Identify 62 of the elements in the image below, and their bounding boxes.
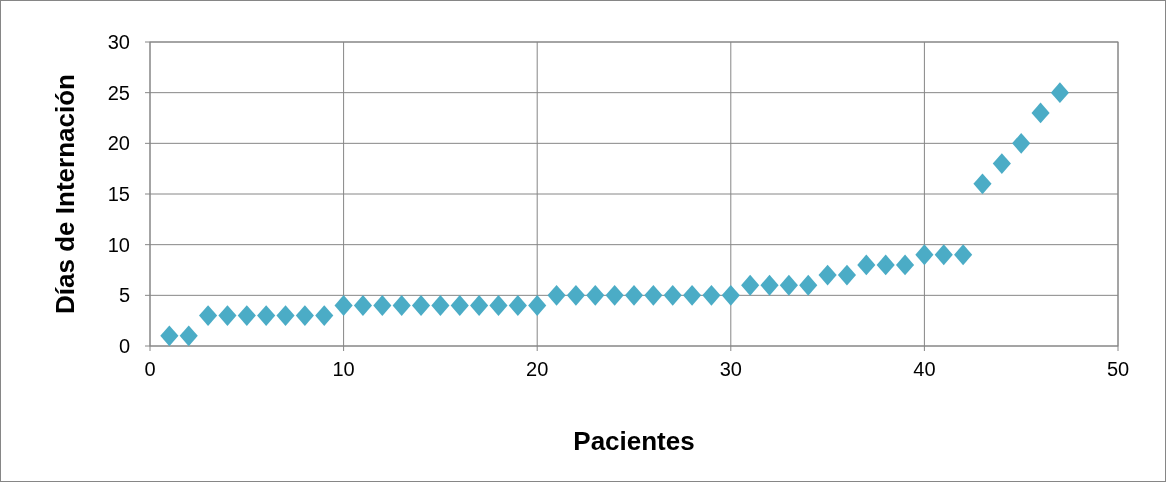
y-axis-title: Días de Internación [50,74,80,314]
point [373,295,392,316]
point [760,274,779,296]
point [683,284,702,306]
point [431,295,450,316]
point [954,244,973,266]
point [257,305,276,327]
y-tick-label: 15 [107,183,130,205]
point [702,284,721,306]
point [1050,82,1069,104]
point [973,173,992,195]
point [1031,102,1050,124]
point [470,295,489,316]
point [915,244,934,266]
point [353,295,373,316]
y-tick-label: 30 [107,31,130,53]
point [199,305,218,327]
point [934,244,953,266]
point [779,274,798,296]
point [411,295,431,316]
point [741,274,760,296]
point [721,284,740,306]
point [276,305,295,327]
point [528,295,547,316]
point [605,284,624,306]
point [218,305,237,327]
y-tick-label: 0 [118,335,130,357]
x-tick-label: 20 [526,358,549,380]
point [160,325,179,347]
point [799,274,818,296]
y-tick-label: 10 [107,233,130,256]
x-tick-label: 0 [144,358,156,380]
x-tick-label: 50 [1106,358,1130,380]
point [392,295,411,316]
point [663,284,682,306]
point [857,254,876,276]
point [895,254,915,276]
point [818,264,837,286]
y-tick-label: 20 [107,132,130,155]
point [876,254,895,276]
y-tick-label: 25 [107,81,130,104]
point [334,295,353,316]
point [295,305,314,327]
y-tick-label: 5 [118,284,130,307]
point [566,284,585,306]
point [508,295,527,316]
point [644,284,663,306]
point [315,305,334,327]
point [179,325,198,347]
point [837,264,857,286]
point [1012,132,1031,154]
x-tick-label: 10 [332,358,355,380]
point [237,305,256,327]
x-tick-label: 30 [719,358,742,380]
x-axis-title: Pacientes [573,426,695,456]
point [992,153,1011,175]
x-tick-label: 40 [913,358,936,380]
point [586,284,605,306]
point [450,295,469,316]
point [547,284,566,306]
point [624,284,644,306]
point [489,295,508,316]
